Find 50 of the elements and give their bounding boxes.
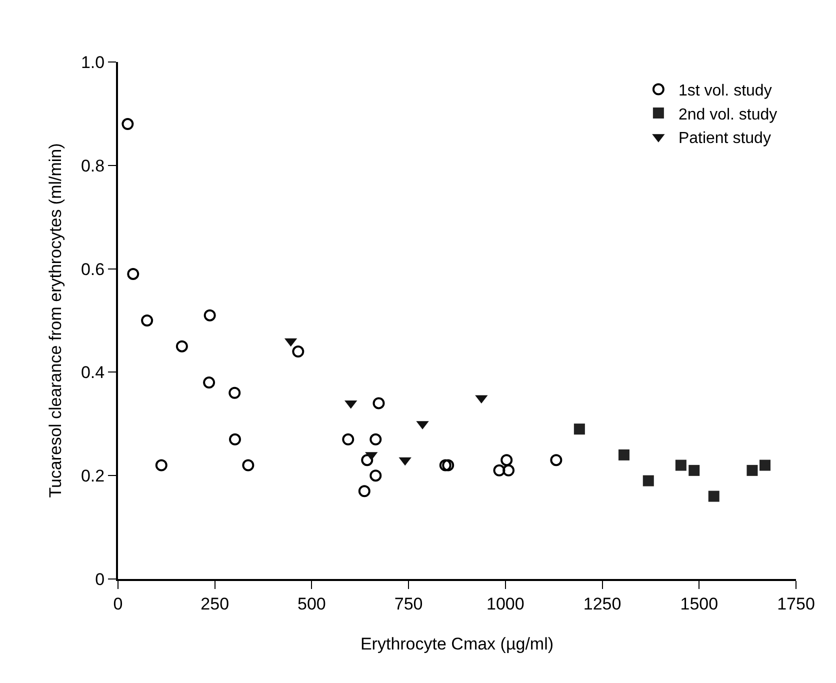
x-tick-label: 1750 xyxy=(777,594,815,614)
point xyxy=(442,459,454,472)
point xyxy=(618,449,630,460)
point xyxy=(127,268,140,280)
legend-label: 1st vol. study xyxy=(678,82,772,100)
x-tick-label: 1000 xyxy=(486,594,524,614)
x-tick-label: 1500 xyxy=(680,594,718,614)
point xyxy=(502,464,515,476)
point xyxy=(500,454,513,466)
legend-label: Patient study xyxy=(678,130,771,148)
y-tick-label: 0.6 xyxy=(80,260,105,279)
point xyxy=(176,340,188,352)
point xyxy=(746,464,758,476)
point xyxy=(675,460,686,471)
point xyxy=(203,376,216,389)
x-tick-label: 0 xyxy=(113,594,123,614)
point xyxy=(574,424,585,435)
point xyxy=(439,459,452,472)
point xyxy=(370,433,382,446)
point xyxy=(688,464,700,476)
y-tick-label: 0.2 xyxy=(80,466,105,486)
point xyxy=(358,485,370,498)
y-tick-label: 0.8 xyxy=(80,156,105,176)
point xyxy=(141,314,154,326)
point xyxy=(122,118,134,130)
point xyxy=(760,460,771,471)
x-tick-label: 1250 xyxy=(583,594,622,614)
y-tick-label: 1.0 xyxy=(80,52,105,72)
point xyxy=(372,397,385,410)
point xyxy=(204,309,216,322)
point xyxy=(550,454,562,466)
point xyxy=(292,346,304,358)
x-tick-label: 750 xyxy=(394,594,423,614)
point xyxy=(361,454,374,466)
x-tick-label: 500 xyxy=(298,594,326,614)
x-axis-title: Erythrocyte Cmax (µg/ml) xyxy=(360,634,554,654)
y-tick-label: 0 xyxy=(95,570,105,589)
point xyxy=(642,475,654,486)
point xyxy=(155,459,168,472)
point xyxy=(708,490,720,502)
point xyxy=(242,459,254,472)
point xyxy=(493,464,506,476)
legend-label: 2nd vol. study xyxy=(678,106,778,124)
y-tick-label: 0.4 xyxy=(80,363,105,382)
point xyxy=(228,386,241,399)
point xyxy=(342,433,354,446)
point xyxy=(229,433,241,446)
x-tick-label: 250 xyxy=(200,594,230,614)
y-axis-title: Tucaresol clearance from erythrocytes (ml/min) xyxy=(46,143,66,498)
point xyxy=(370,470,382,482)
